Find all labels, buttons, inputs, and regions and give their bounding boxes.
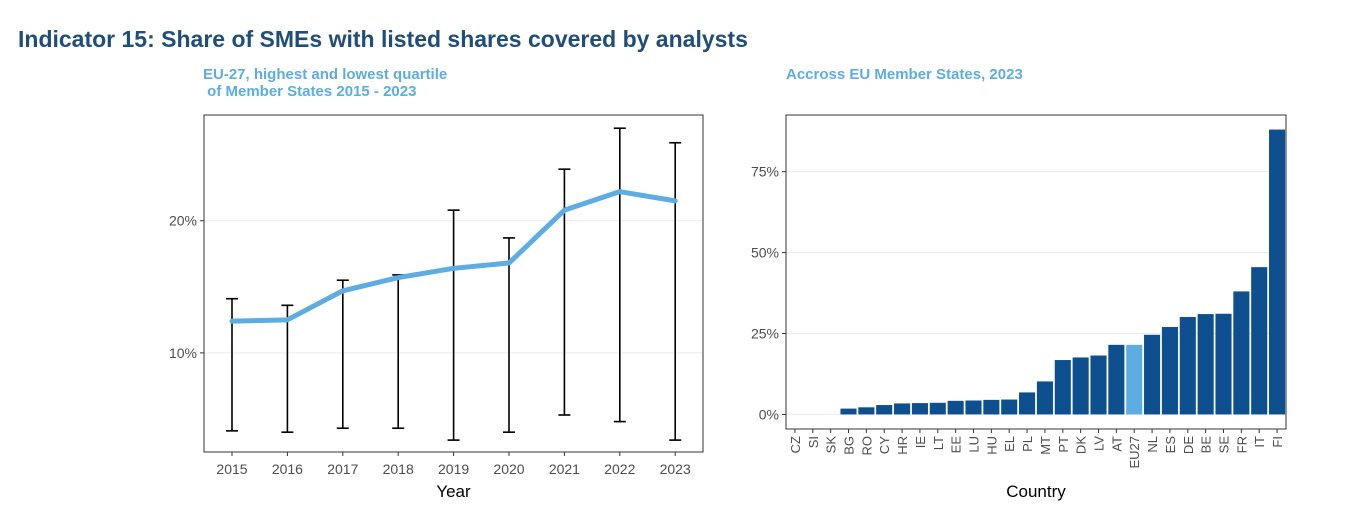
page-title: Indicator 15: Share of SMEs with listed … [18, 26, 748, 52]
right-xtick-label: CZ [788, 436, 803, 453]
bar-es [1161, 327, 1178, 415]
right-xtick-label: DE [1181, 436, 1196, 454]
right-xtick-label: PL [1020, 436, 1035, 452]
bar-hu [983, 399, 1000, 415]
right-xtick-label: HU [984, 436, 999, 455]
left-xtick-label: 2020 [493, 461, 524, 477]
left-x-axis-title: Year [436, 482, 471, 501]
left-ytick-label: 10% [169, 345, 197, 361]
right-xtick-label: EL [1002, 436, 1017, 452]
bar-de [1179, 316, 1196, 415]
bar-ro [858, 407, 875, 415]
left-chart-subtitle: EU-27, highest and lowest quartile of Me… [203, 66, 448, 100]
bar-bg [840, 408, 857, 415]
eu27-line-series [229, 189, 678, 324]
bar-hr [894, 403, 911, 415]
left-panel-border [203, 114, 704, 453]
right-xtick-label: SI [806, 436, 821, 448]
left-xtick-label: 2023 [660, 461, 691, 477]
right-xtick-label: FR [1234, 436, 1249, 453]
right-xtick-label: CY [877, 436, 892, 454]
right-xtick-label: NL [1145, 436, 1160, 453]
bar-fi [1269, 129, 1286, 415]
right-ytick-label: 25% [751, 326, 779, 342]
right-xtick-label: RO [859, 436, 874, 456]
left-xtick-label: 2021 [549, 461, 580, 477]
bar-cy [876, 405, 893, 415]
right-xtick-label: AT [1109, 436, 1124, 452]
right-xtick-label: DK [1074, 436, 1089, 454]
bar-fr [1233, 291, 1250, 415]
left-xtick-label: 2019 [438, 461, 469, 477]
right-xtick-label: SK [824, 436, 839, 454]
right-xtick-label: EE [949, 436, 964, 454]
bar-ie [911, 403, 928, 415]
bar-nl [1144, 334, 1161, 415]
bar-el [1001, 399, 1018, 415]
left-xtick-label: 2022 [604, 461, 635, 477]
right-xtick-label: IT [1252, 436, 1267, 448]
right-x-axis-title: Country [1006, 482, 1066, 501]
right-xtick-label: MT [1038, 436, 1053, 455]
bar-mt [1036, 381, 1053, 415]
bar-pl [1019, 392, 1036, 415]
bar-dk [1072, 357, 1089, 415]
right-xtick-label: HR [895, 436, 910, 455]
right-xtick-label: LU [967, 436, 982, 453]
right-xtick-label: FI [1270, 436, 1285, 448]
right-xtick-label: BE [1199, 436, 1214, 454]
left-xtick-label: 2015 [216, 461, 247, 477]
right-xtick-label: IE [913, 436, 928, 449]
bar-eu27 [1126, 344, 1143, 415]
bar-lv [1090, 355, 1107, 415]
right-xtick-label: LV [1092, 436, 1107, 451]
bar-at [1108, 344, 1125, 415]
right-xtick-label: EU27 [1127, 436, 1142, 469]
bar-be [1197, 314, 1214, 415]
bar-lt [929, 402, 946, 415]
right-ytick-label: 75% [751, 164, 779, 180]
right-xtick-label: LT [931, 436, 946, 450]
bar-pt [1054, 360, 1071, 415]
right-chart-subtitle: Accross EU Member States, 2023 [786, 66, 1023, 83]
right-xtick-label: SE [1217, 436, 1232, 454]
left-xtick-label: 2017 [327, 461, 358, 477]
right-xtick-label: ES [1163, 436, 1178, 454]
bar-lu [965, 400, 982, 415]
bar-ee [947, 400, 964, 415]
left-xtick-label: 2018 [383, 461, 414, 477]
right-panel-border [785, 114, 1287, 430]
right-xtick-label: PT [1056, 436, 1071, 453]
right-ytick-label: 0% [759, 406, 779, 422]
left-xtick-label: 2016 [272, 461, 303, 477]
bar-it [1251, 267, 1268, 415]
bar-se [1215, 313, 1232, 415]
right-ytick-label: 50% [751, 245, 779, 261]
right-xtick-label: BG [842, 436, 857, 455]
left-ytick-label: 20% [169, 213, 197, 229]
